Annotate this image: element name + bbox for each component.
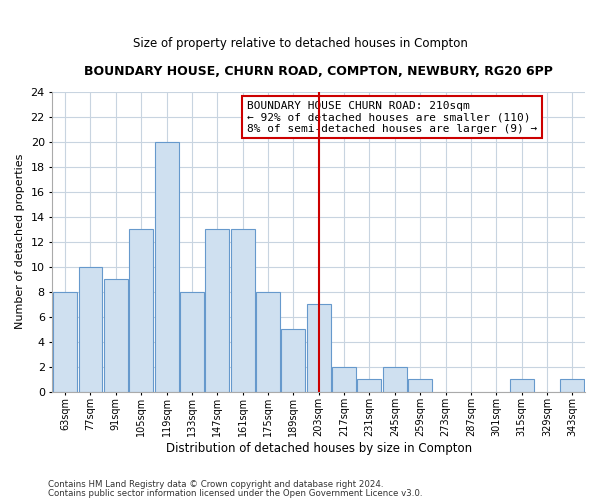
Bar <box>104 279 128 392</box>
Bar <box>53 292 77 392</box>
Bar <box>180 292 204 392</box>
Bar <box>560 379 584 392</box>
Bar <box>205 229 229 392</box>
Title: BOUNDARY HOUSE, CHURN ROAD, COMPTON, NEWBURY, RG20 6PP: BOUNDARY HOUSE, CHURN ROAD, COMPTON, NEW… <box>84 65 553 78</box>
Text: Contains public sector information licensed under the Open Government Licence v3: Contains public sector information licen… <box>48 488 422 498</box>
Bar <box>79 266 103 392</box>
Text: BOUNDARY HOUSE CHURN ROAD: 210sqm
← 92% of detached houses are smaller (110)
8% : BOUNDARY HOUSE CHURN ROAD: 210sqm ← 92% … <box>247 100 537 134</box>
Bar <box>256 292 280 392</box>
X-axis label: Distribution of detached houses by size in Compton: Distribution of detached houses by size … <box>166 442 472 455</box>
Bar <box>509 379 533 392</box>
Bar <box>332 366 356 392</box>
Bar <box>281 329 305 392</box>
Text: Size of property relative to detached houses in Compton: Size of property relative to detached ho… <box>133 38 467 51</box>
Bar <box>230 229 254 392</box>
Y-axis label: Number of detached properties: Number of detached properties <box>15 154 25 330</box>
Bar <box>155 142 179 392</box>
Bar <box>383 366 407 392</box>
Text: Contains HM Land Registry data © Crown copyright and database right 2024.: Contains HM Land Registry data © Crown c… <box>48 480 383 489</box>
Bar <box>307 304 331 392</box>
Bar <box>358 379 382 392</box>
Bar <box>129 229 153 392</box>
Bar <box>408 379 432 392</box>
